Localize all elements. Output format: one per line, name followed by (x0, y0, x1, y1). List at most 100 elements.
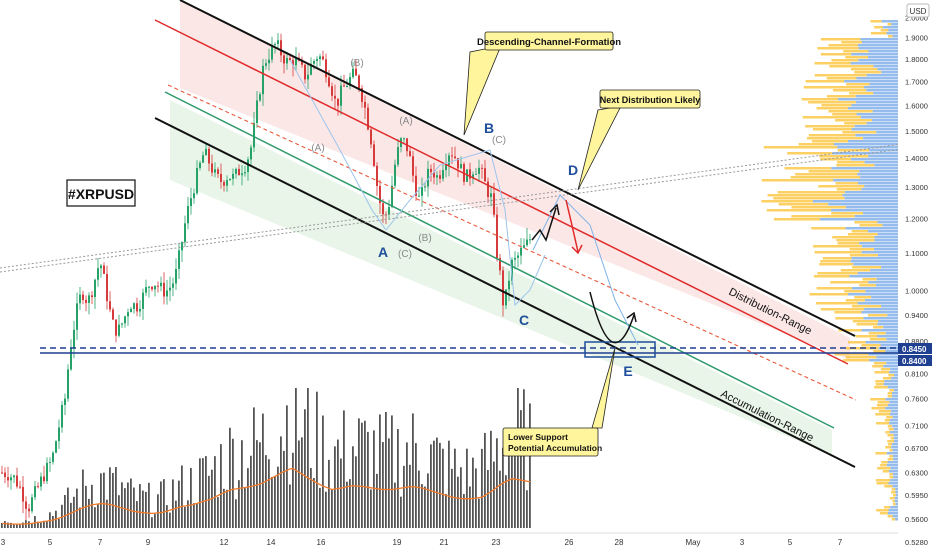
vp-bar-blue (876, 356, 898, 359)
volume-bar (328, 459, 330, 528)
vp-bar-yellow (830, 281, 869, 284)
volume-bar (298, 440, 300, 528)
vp-bar-blue (892, 473, 898, 476)
vp-bar-blue (853, 263, 898, 266)
time-tick-label: 14 (267, 538, 276, 547)
volume-bar (502, 447, 504, 528)
candle-body (379, 185, 381, 204)
vp-bar-yellow (814, 251, 862, 254)
volume-bar (526, 490, 528, 528)
vp-bar-blue (894, 500, 898, 503)
vp-bar-yellow (773, 218, 820, 221)
candle-body (100, 265, 102, 269)
vp-bar-yellow (881, 461, 888, 464)
projection-arrow-down (565, 199, 579, 253)
volume-bar (13, 523, 15, 528)
volume-bar (247, 468, 249, 528)
vp-bar-yellow (819, 263, 854, 266)
channel-lower-line (154, 117, 856, 468)
price-tick-label: 0.8100 (905, 369, 928, 378)
wave-label: (C) (492, 135, 506, 146)
volume-bar (265, 455, 267, 528)
vp-bar-blue (872, 110, 898, 113)
volume-bar (169, 512, 171, 528)
vp-bar-yellow (812, 245, 862, 248)
candle-body (91, 295, 93, 297)
vp-bar-yellow (761, 179, 834, 182)
candle-body (409, 151, 411, 157)
vp-bar-yellow (812, 128, 852, 131)
volume-bar (94, 507, 96, 528)
volume-bar (34, 516, 36, 528)
vp-bar-yellow (836, 188, 862, 191)
projection-arrow-up-head (549, 203, 560, 216)
time-axis-ticks: 3 5 7 9 12 14 16 19 21 23 26 28 May 3 5 7 (1, 538, 843, 547)
candle-body (517, 255, 519, 258)
volume-bar (460, 467, 462, 528)
candle-body (196, 168, 198, 194)
volume-bar (97, 503, 99, 528)
vp-bar-yellow (805, 125, 855, 128)
candle-body (121, 323, 123, 325)
candle-body (181, 242, 183, 251)
vp-bar-yellow (834, 353, 869, 356)
candle-body (157, 285, 159, 287)
vp-bar-blue (857, 173, 898, 176)
candle-body (349, 77, 351, 87)
candle-body (175, 268, 177, 284)
vp-bar-yellow (829, 65, 874, 68)
vp-bar-blue (883, 326, 898, 329)
vp-bar-blue (828, 203, 898, 206)
vp-bar-yellow (876, 404, 888, 407)
vp-bar-yellow (887, 440, 894, 443)
callout-lower-support: Lower Support Potential Accumulation (502, 347, 616, 457)
candle-body (184, 223, 186, 243)
vp-bar-yellow (820, 260, 851, 263)
vp-bar-blue (884, 380, 898, 383)
vp-bar-yellow (873, 350, 886, 353)
projection-thin-blue-2 (289, 59, 387, 231)
vp-bar-yellow (814, 74, 867, 77)
vp-bar-yellow (880, 464, 887, 467)
vp-bar-blue (880, 344, 898, 347)
volume-bar (379, 414, 381, 528)
vp-bar-blue (863, 137, 898, 140)
volume-bar (496, 438, 498, 528)
vp-bar-blue (891, 23, 898, 26)
vp-bar-yellow (826, 77, 857, 80)
wave-label: D (568, 162, 578, 178)
vp-bar-blue (833, 179, 898, 182)
vp-bar-blue (857, 44, 898, 47)
vp-bar-blue (848, 140, 898, 143)
vp-bar-yellow (811, 140, 849, 143)
candle-body (388, 206, 390, 215)
candle-body (202, 155, 204, 163)
volume-bar (172, 479, 174, 528)
vp-bar-blue (883, 365, 898, 368)
vp-bar-yellow (820, 158, 852, 161)
candle-body (79, 294, 81, 304)
volume-bar (469, 486, 471, 528)
volume-bar (388, 438, 390, 528)
volume-bar (178, 480, 180, 528)
vp-bar-blue (847, 107, 898, 110)
vp-bar-yellow (787, 152, 833, 155)
volume-bar (256, 440, 258, 528)
volume-bar (139, 484, 141, 528)
vp-bar-yellow (813, 275, 850, 278)
volume-bar (412, 413, 414, 528)
price-axis-ticks: 2.0000 1.9000 1.8000 1.7000 1.6000 1.5000 1.40… (905, 13, 928, 547)
candle-body (199, 162, 201, 169)
volume-bar (517, 388, 519, 528)
vp-bar-yellow (892, 494, 896, 497)
vp-bar-yellow (817, 272, 858, 275)
candle-body (415, 175, 417, 196)
volume-bar (238, 480, 240, 528)
vp-bar-yellow (888, 374, 895, 377)
vp-bar-yellow (889, 473, 893, 476)
price-tick-label: 1.9000 (905, 34, 928, 43)
candle-body (421, 186, 423, 196)
symbol-label: #XRPUSD (68, 186, 134, 202)
price-tag-0845 (898, 343, 932, 354)
